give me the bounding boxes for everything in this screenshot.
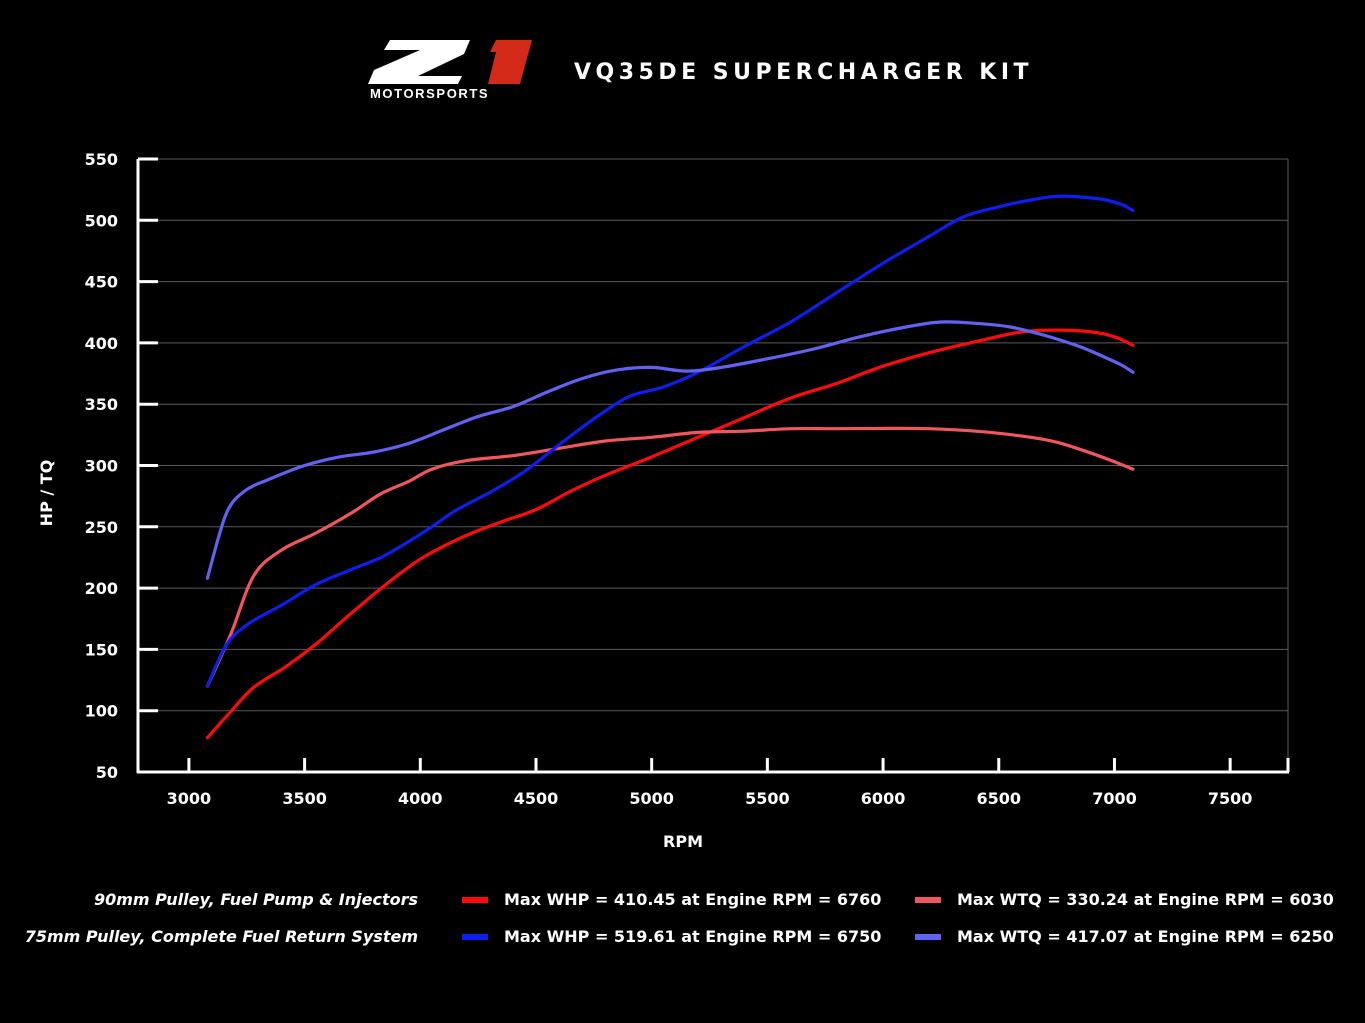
y-axis-label: HP / TQ <box>37 460 56 527</box>
axes <box>136 157 1290 774</box>
legend-item-75mm-wtq: Max WTQ = 417.07 at Engine RPM = 6250 <box>915 927 1334 946</box>
x-tick-label: 4500 <box>514 789 559 808</box>
y-tick-label: 350 <box>85 395 118 414</box>
legend-row-75mm: 75mm Pulley, Complete Fuel Return System… <box>0 927 1365 953</box>
y-tick-label: 200 <box>85 579 118 598</box>
x-tick-label: 6500 <box>976 789 1021 808</box>
dyno-chart: 50 100 150 200 250 300 350 400 450 500 550 3000 3500… <box>37 150 1290 851</box>
legend-label: Max WHP = 410.45 at Engine RPM = 6760 <box>504 890 882 909</box>
x-axis-label: RPM <box>663 832 703 851</box>
y-tick-label: 150 <box>85 640 118 659</box>
y-tick-label: 450 <box>85 273 118 292</box>
x-tick-label: 7000 <box>1092 789 1137 808</box>
logo-1-shape <box>488 40 532 84</box>
y-tick-label: 100 <box>85 702 118 721</box>
legend-config-75mm: 75mm Pulley, Complete Fuel Return System <box>24 927 418 946</box>
y-tick-label: 550 <box>85 150 118 169</box>
legend-item-75mm-whp: Max WHP = 519.61 at Engine RPM = 6750 <box>462 927 881 946</box>
x-tick-label: 5000 <box>629 789 674 808</box>
tick-labels: 50 100 150 200 250 300 350 400 450 500 550 3000 3500… <box>85 150 1253 808</box>
y-tick-label: 300 <box>85 457 118 476</box>
x-tick-label: 6000 <box>861 789 906 808</box>
chart-title: VQ35DE SUPERCHARGER KIT <box>574 60 1034 85</box>
series-line-90mm-whp <box>205 328 1135 740</box>
legend-label: Max WHP = 519.61 at Engine RPM = 6750 <box>504 927 882 946</box>
y-tick-label: 50 <box>96 763 118 782</box>
y-tick-label: 400 <box>85 334 118 353</box>
legend-swatch-light-red <box>915 896 941 903</box>
legend: 90mm Pulley, Fuel Pump & Injectors Max W… <box>0 888 1365 958</box>
legend-config-90mm: 90mm Pulley, Fuel Pump & Injectors <box>93 890 418 909</box>
x-tick-label: 7500 <box>1208 789 1253 808</box>
y-tick-label: 250 <box>85 518 118 537</box>
legend-swatch-red <box>462 896 488 903</box>
legend-swatch-light-blue <box>915 933 941 940</box>
x-tick-label: 3500 <box>282 789 327 808</box>
series-lines <box>205 194 1135 740</box>
y-tick-label: 500 <box>85 211 118 230</box>
logo-z-shape <box>368 40 470 84</box>
legend-item-90mm-whp: Max WHP = 410.45 at Engine RPM = 6760 <box>462 890 881 909</box>
legend-label: Max WTQ = 417.07 at Engine RPM = 6250 <box>957 927 1334 946</box>
z1-motorsports-logo: MOTORSPORTS <box>368 40 532 101</box>
x-tick-label: 5500 <box>745 789 790 808</box>
grid-lines <box>138 158 1289 772</box>
legend-swatch-blue <box>462 933 488 940</box>
legend-row-90mm: 90mm Pulley, Fuel Pump & Injectors Max W… <box>0 890 1365 916</box>
series-line-90mm-wtq <box>205 426 1135 688</box>
x-tick-label: 3000 <box>167 789 212 808</box>
logo-subtitle: MOTORSPORTS <box>370 86 489 101</box>
x-tick-label: 4000 <box>398 789 443 808</box>
legend-label: Max WTQ = 330.24 at Engine RPM = 6030 <box>957 890 1334 909</box>
series-line-75mm-whp <box>205 194 1135 688</box>
legend-item-90mm-wtq: Max WTQ = 330.24 at Engine RPM = 6030 <box>915 890 1334 909</box>
series-line-75mm-wtq <box>205 320 1135 580</box>
